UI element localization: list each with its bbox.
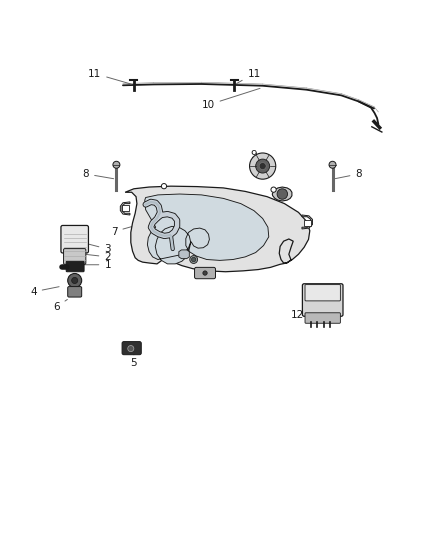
Circle shape xyxy=(329,161,336,168)
Text: 11: 11 xyxy=(88,69,131,84)
Text: 9: 9 xyxy=(251,150,263,166)
Circle shape xyxy=(191,257,196,262)
Circle shape xyxy=(161,183,166,189)
Text: 3: 3 xyxy=(80,242,111,254)
FancyBboxPatch shape xyxy=(61,225,88,253)
Circle shape xyxy=(259,163,266,169)
Text: 8: 8 xyxy=(82,169,113,179)
Circle shape xyxy=(256,159,270,173)
Circle shape xyxy=(68,273,81,287)
FancyBboxPatch shape xyxy=(305,285,340,301)
Circle shape xyxy=(190,256,198,263)
FancyBboxPatch shape xyxy=(302,284,343,316)
Text: 12: 12 xyxy=(291,303,313,319)
Text: 10: 10 xyxy=(201,88,260,110)
Circle shape xyxy=(203,271,207,275)
Polygon shape xyxy=(145,194,269,264)
Text: 8: 8 xyxy=(335,169,362,179)
Text: 11: 11 xyxy=(237,69,261,84)
Text: 5: 5 xyxy=(131,354,137,368)
Text: 1: 1 xyxy=(80,260,111,270)
Polygon shape xyxy=(120,202,130,215)
FancyBboxPatch shape xyxy=(194,268,215,279)
Circle shape xyxy=(271,187,276,192)
Circle shape xyxy=(72,277,78,284)
Text: 2: 2 xyxy=(80,252,111,262)
Circle shape xyxy=(277,189,288,199)
FancyBboxPatch shape xyxy=(66,261,84,272)
Text: 6: 6 xyxy=(53,300,67,312)
FancyBboxPatch shape xyxy=(122,342,141,354)
Polygon shape xyxy=(179,250,189,259)
FancyBboxPatch shape xyxy=(68,287,81,297)
Polygon shape xyxy=(272,187,292,201)
FancyBboxPatch shape xyxy=(122,205,129,212)
Text: 7: 7 xyxy=(111,225,138,237)
FancyBboxPatch shape xyxy=(64,248,86,264)
FancyBboxPatch shape xyxy=(305,313,340,323)
Polygon shape xyxy=(125,186,310,272)
Circle shape xyxy=(128,345,134,352)
FancyBboxPatch shape xyxy=(304,220,311,227)
Circle shape xyxy=(250,153,276,179)
Polygon shape xyxy=(302,215,312,229)
Text: 4: 4 xyxy=(30,287,59,297)
Circle shape xyxy=(113,161,120,168)
